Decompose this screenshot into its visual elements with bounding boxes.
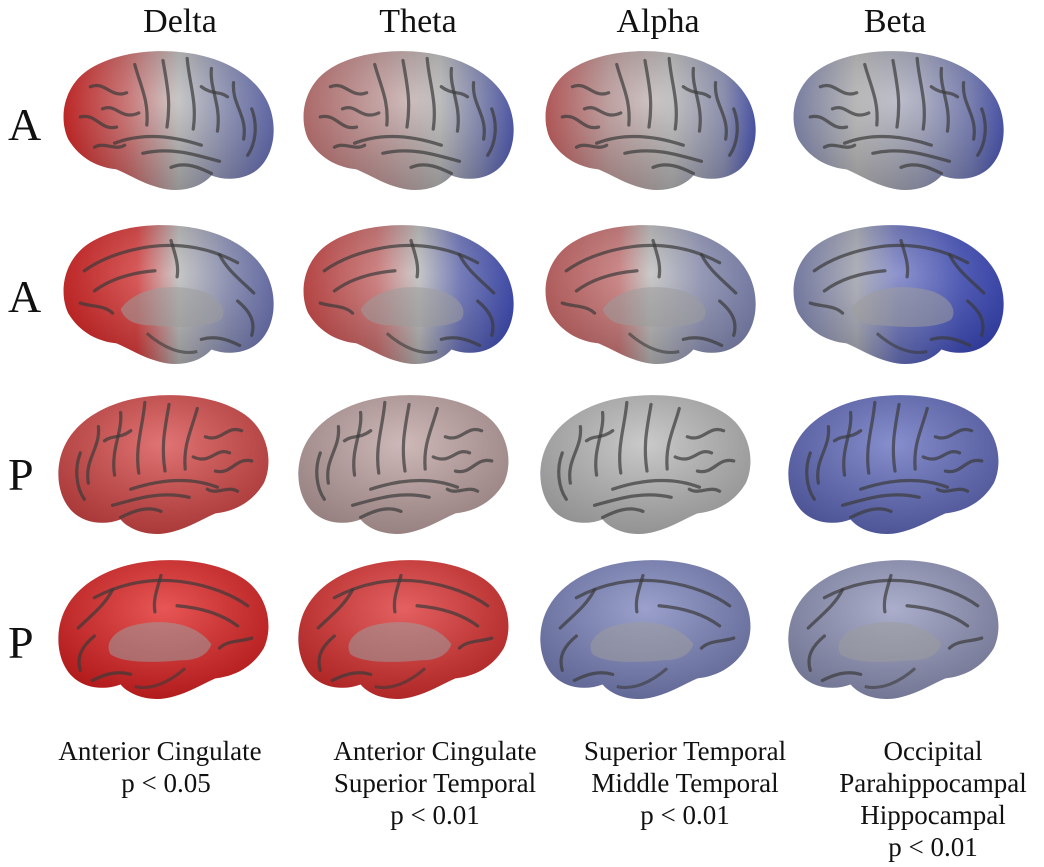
brain-svg [793, 51, 1004, 190]
column-header-delta: Delta [143, 3, 217, 40]
caption-line: Anterior Cingulate [333, 736, 537, 766]
brain-svg [58, 395, 269, 534]
brain-map-theta-row-3 [290, 390, 522, 542]
brain-svg [788, 560, 999, 699]
brain-svg [298, 560, 509, 699]
row-label-4: P [8, 617, 34, 668]
brain-svg [545, 51, 756, 190]
brain-map-beta-row-1 [780, 46, 1012, 198]
caption-line: p < 0.01 [640, 800, 730, 830]
caption-line: Hippocampal [860, 800, 1006, 830]
brain-map-alpha-row-1 [532, 46, 764, 198]
caption-line: Occipital [883, 736, 983, 766]
caption-line: Anterior Cingulate [58, 736, 262, 766]
column-header-theta: Theta [379, 3, 457, 40]
brain-svg [793, 225, 1004, 364]
caption-line: p < 0.01 [888, 832, 978, 862]
brain-svg [298, 395, 509, 534]
brain-svg [303, 51, 514, 190]
brain-map-delta-row-1 [50, 46, 282, 198]
caption-line: Superior Temporal [333, 768, 537, 798]
brain-svg [788, 395, 999, 534]
brain-map-alpha-row-3 [532, 390, 764, 542]
column-header-alpha: Alpha [616, 3, 700, 40]
caption-theta: Anterior Cingulate Superior Temporal p <… [310, 735, 560, 831]
brain-map-delta-row-2 [50, 220, 282, 372]
caption-line: p < 0.01 [390, 800, 480, 830]
brain-map-beta-row-4 [780, 555, 1012, 707]
brain-svg [58, 560, 269, 699]
caption-line: p < 0.05 [121, 768, 211, 798]
brain-svg [540, 395, 751, 534]
brain-svg [63, 51, 274, 190]
brain-svg [545, 225, 756, 364]
brain-svg [303, 225, 514, 364]
caption-beta: Occipital Parahippocampal Hippocampal p … [808, 735, 1044, 863]
caption-alpha: Superior Temporal Middle Temporal p < 0.… [560, 735, 810, 831]
caption-line: Superior Temporal [583, 736, 787, 766]
caption-line: Middle Temporal [591, 768, 779, 798]
row-label-1: A [8, 99, 42, 150]
row-label-2: A [8, 271, 42, 322]
brain-map-theta-row-1 [290, 46, 522, 198]
brain-svg [540, 560, 751, 699]
brain-map-alpha-row-2 [532, 220, 764, 372]
column-header-beta: Beta [863, 3, 927, 40]
brain-svg [63, 225, 274, 364]
caption-line: Parahippocampal [839, 768, 1027, 798]
row-label-3: P [8, 449, 34, 500]
brain-map-beta-row-2 [780, 220, 1012, 372]
brain-map-theta-row-2 [290, 220, 522, 372]
brain-map-alpha-row-4 [532, 555, 764, 707]
caption-delta: Anterior Cingulate p < 0.05 [35, 735, 285, 799]
brain-map-delta-row-3 [50, 390, 282, 542]
brain-map-beta-row-3 [780, 390, 1012, 542]
brain-map-theta-row-4 [290, 555, 522, 707]
brain-map-delta-row-4 [50, 555, 282, 707]
